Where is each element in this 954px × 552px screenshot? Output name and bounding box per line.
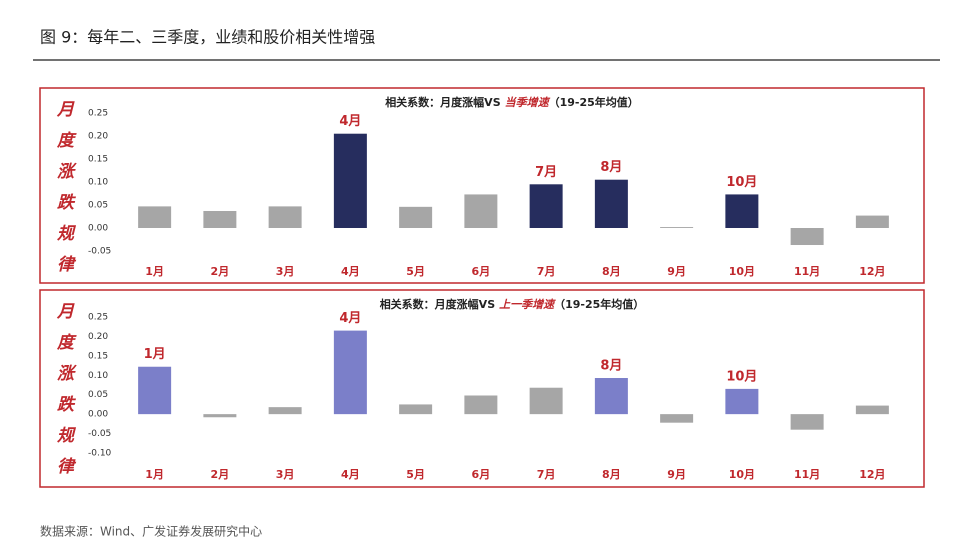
y-tick-label: 0.05 (88, 201, 108, 211)
bar-annotation: 4月 (339, 114, 361, 129)
x-tick-label: 5月 (406, 468, 425, 481)
x-tick-label: 2月 (211, 468, 230, 481)
x-tick-label: 6月 (472, 265, 491, 278)
side-label: 月度涨跌规律 (53, 100, 75, 286)
figure-title: 图 9：每年二、三季度，业绩和股价相关性增强 (40, 28, 375, 47)
x-tick-label: 9月 (667, 265, 686, 278)
source-note: 数据来源：Wind、广发证券发展研究中心 (40, 524, 262, 539)
bar (138, 206, 172, 228)
bar (399, 206, 433, 228)
bar-annotation: 10月 (726, 175, 757, 190)
title-text: 相关系数：月度涨幅VS (380, 297, 496, 311)
bar-annotation: 4月 (339, 311, 361, 326)
bar (529, 387, 563, 415)
bar (790, 414, 824, 430)
bar-annotation: 1月 (144, 347, 166, 362)
x-tick-label: 3月 (276, 468, 295, 481)
x-tick-label: 7月 (537, 265, 556, 278)
x-tick-label: 9月 (667, 468, 686, 481)
x-tick-label: 4月 (341, 265, 360, 278)
x-tick-label: 5月 (406, 265, 425, 278)
y-tick-label: 0.20 (88, 132, 108, 142)
bar-annotation: 7月 (535, 165, 557, 180)
y-tick-label: 0.20 (88, 332, 108, 342)
y-tick-label: 0.25 (88, 313, 108, 323)
bar (268, 206, 302, 228)
title-highlight: 当季增速 (505, 96, 551, 109)
bar (660, 414, 694, 423)
y-tick-label: -0.05 (88, 247, 111, 257)
bar (464, 395, 498, 415)
bar (790, 228, 824, 246)
x-tick-label: 11月 (794, 468, 820, 481)
bar (203, 210, 237, 228)
y-tick-label: -0.05 (88, 429, 111, 439)
x-tick-label: 6月 (472, 468, 491, 481)
y-tick-label: 0.10 (88, 178, 108, 188)
y-tick-label: -0.10 (88, 449, 112, 459)
title-suffix: （19-25年均值） (549, 95, 639, 109)
panel-title: 相关系数：月度涨幅VS 当季增速（19-25年均值） (385, 95, 639, 109)
bar (529, 184, 563, 228)
bar (594, 378, 628, 415)
y-tick-label: 0.15 (88, 155, 108, 165)
x-tick-label: 2月 (211, 265, 230, 278)
bar (855, 215, 889, 228)
bar (464, 194, 498, 228)
x-tick-label: 1月 (145, 468, 164, 481)
x-tick-label: 12月 (859, 265, 885, 278)
bar (725, 388, 759, 415)
x-tick-label: 12月 (859, 468, 885, 481)
x-tick-label: 1月 (145, 265, 164, 278)
bar-annotation: 10月 (726, 369, 757, 384)
panel-frame (39, 289, 925, 488)
side-label: 月度涨跌规律 (53, 302, 75, 488)
bar (660, 227, 694, 228)
x-tick-label: 8月 (602, 468, 621, 481)
bar (138, 366, 172, 415)
y-tick-label: 0.15 (88, 351, 108, 361)
bar (594, 179, 628, 228)
bar (333, 133, 367, 228)
x-tick-label: 3月 (276, 265, 295, 278)
panel-frame (39, 87, 925, 284)
x-tick-label: 10月 (729, 468, 755, 481)
y-tick-label: 0.25 (88, 109, 108, 119)
panel-title: 相关系数：月度涨幅VS 上一季增速（19-25年均值） (380, 297, 645, 311)
bar (268, 407, 302, 415)
bar (333, 330, 367, 415)
y-tick-label: 0.00 (88, 224, 108, 234)
y-tick-label: 0.10 (88, 371, 108, 381)
bar (399, 404, 433, 415)
y-tick-label: 0.00 (88, 410, 108, 420)
bar (203, 414, 237, 418)
x-tick-label: 4月 (341, 468, 360, 481)
x-tick-label: 8月 (602, 265, 621, 278)
x-tick-label: 11月 (794, 265, 820, 278)
title-text: 相关系数：月度涨幅VS (385, 95, 501, 109)
bar-annotation: 8月 (600, 359, 622, 374)
title-suffix: （19-25年均值） (554, 297, 644, 311)
x-tick-label: 7月 (537, 468, 556, 481)
bar (855, 405, 889, 415)
y-tick-label: 0.05 (88, 390, 108, 400)
x-tick-label: 10月 (729, 265, 755, 278)
bar (725, 194, 759, 228)
bar-annotation: 8月 (600, 160, 622, 175)
title-highlight: 上一季增速 (499, 298, 556, 311)
